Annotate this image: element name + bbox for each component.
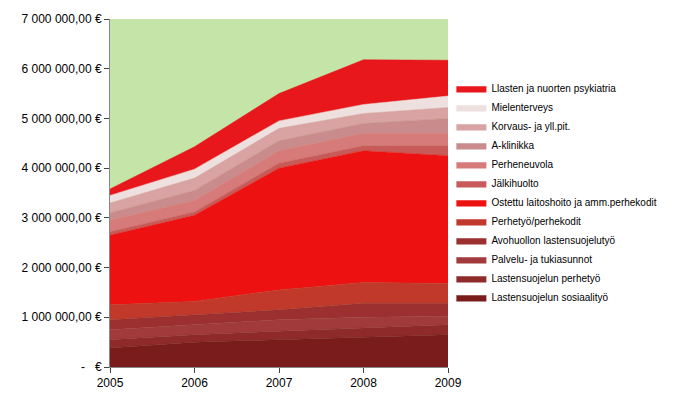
svg-text:7 000 000,00 €: 7 000 000,00 € — [22, 12, 102, 26]
svg-text:2008: 2008 — [350, 376, 377, 390]
svg-text:2 000 000,00 €: 2 000 000,00 € — [22, 261, 102, 275]
svg-text:6 000 000,00 €: 6 000 000,00 € — [22, 62, 102, 76]
svg-text:5 000 000,00 €: 5 000 000,00 € — [22, 112, 102, 126]
svg-text:- €: - € — [81, 360, 102, 374]
svg-text:2006: 2006 — [181, 376, 208, 390]
svg-text:2009: 2009 — [435, 376, 462, 390]
svg-text:3 000 000,00 €: 3 000 000,00 € — [22, 211, 102, 225]
svg-text:Ostettu laitoshoito ja amm.per: Ostettu laitoshoito ja amm.perhekodit — [491, 197, 656, 208]
svg-text:2007: 2007 — [266, 376, 293, 390]
svg-text:Llasten ja nuorten psykiatria: Llasten ja nuorten psykiatria — [491, 83, 616, 94]
svg-text:4 000 000,00 €: 4 000 000,00 € — [22, 161, 102, 175]
svg-text:Palvelu- ja tukiasunnot: Palvelu- ja tukiasunnot — [491, 254, 592, 265]
svg-text:Mielenterveys: Mielenterveys — [491, 102, 553, 113]
svg-text:Jälkihuolto: Jälkihuolto — [491, 178, 539, 189]
svg-text:Perheneuvola: Perheneuvola — [491, 159, 553, 170]
svg-text:A-klinikka: A-klinikka — [491, 140, 534, 151]
svg-text:1 000 000,00 €: 1 000 000,00 € — [22, 310, 102, 324]
svg-text:Perhetyö/perhekodit: Perhetyö/perhekodit — [491, 216, 581, 227]
svg-text:Avohuollon lastensuojelutyö: Avohuollon lastensuojelutyö — [491, 235, 615, 246]
svg-text:Korvaus- ja yll.pit.: Korvaus- ja yll.pit. — [491, 121, 570, 132]
svg-text:Lastensuojelun sosiaalityö: Lastensuojelun sosiaalityö — [491, 292, 608, 303]
svg-text:Lastensuojelun perhetyö: Lastensuojelun perhetyö — [491, 273, 600, 284]
svg-text:2005: 2005 — [97, 376, 124, 390]
